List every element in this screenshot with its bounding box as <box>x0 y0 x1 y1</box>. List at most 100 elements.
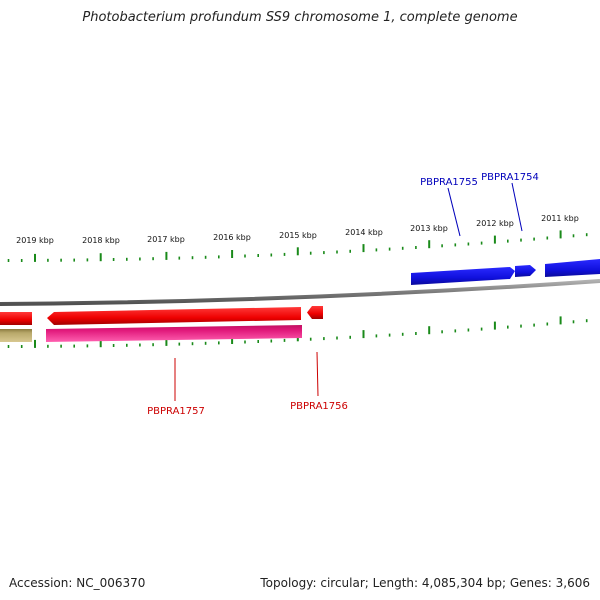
minor-tick <box>244 254 246 258</box>
minor-tick <box>257 254 259 257</box>
minor-tick <box>20 259 23 262</box>
gene-PBPRA1754-arrow[interactable] <box>515 265 536 277</box>
minor-tick <box>244 340 246 344</box>
ruler-label: 2017 kbp <box>147 235 185 244</box>
ruler-label: 2011 kbp <box>541 214 579 223</box>
minor-tick <box>7 345 10 348</box>
gene-label-PBPRA1754[interactable]: PBPRA1754 <box>481 172 539 183</box>
major-tick <box>493 235 496 244</box>
major-tick <box>296 247 299 256</box>
minor-tick <box>415 332 417 335</box>
major-tick <box>362 244 365 253</box>
minor-tick <box>178 256 181 260</box>
minor-tick <box>126 343 128 347</box>
minor-tick <box>388 333 391 337</box>
minor-tick <box>520 324 522 328</box>
minor-tick <box>270 339 273 343</box>
minor-tick <box>401 332 404 336</box>
minor-tick <box>349 249 351 253</box>
ruler-label: 2016 kbp <box>213 233 251 242</box>
chromosome-backbone <box>0 279 600 306</box>
minor-tick <box>139 343 141 347</box>
minor-tick <box>467 328 470 332</box>
minor-tick <box>349 335 351 339</box>
minor-tick <box>336 336 338 340</box>
ruler-label: 2014 kbp <box>345 228 383 237</box>
minor-tick <box>309 251 312 255</box>
major-tick <box>559 316 562 325</box>
major-tick <box>165 337 168 346</box>
minor-tick <box>60 344 62 348</box>
minor-tick <box>204 341 207 345</box>
minor-tick <box>585 233 588 237</box>
minor-tick <box>507 239 509 243</box>
minor-tick <box>546 236 549 240</box>
major-tick <box>99 339 102 348</box>
minor-tick <box>204 255 207 259</box>
major-tick <box>34 339 36 348</box>
minor-tick <box>283 252 286 256</box>
minor-tick <box>47 344 49 348</box>
minor-tick <box>388 247 391 251</box>
outer-ticks <box>7 230 588 262</box>
feature-PBPRA1757[interactable] <box>46 325 302 342</box>
minor-tick <box>73 344 75 348</box>
ruler-label: 2012 kbp <box>476 219 514 228</box>
minor-tick <box>47 258 49 262</box>
minor-tick <box>572 234 575 238</box>
minor-tick <box>375 334 378 338</box>
minor-tick <box>441 330 443 334</box>
minor-tick <box>112 344 115 347</box>
minor-tick <box>533 323 535 327</box>
minor-tick <box>336 250 338 254</box>
minor-tick <box>507 325 509 329</box>
gene-PBPRA1757-arrow[interactable] <box>47 307 301 325</box>
gene-PBPRA1756-arrow[interactable] <box>307 306 323 319</box>
minor-tick <box>257 340 259 343</box>
minor-tick <box>520 238 522 242</box>
minor-tick <box>86 344 89 348</box>
minor-tick <box>533 237 535 241</box>
minor-tick <box>7 259 10 262</box>
major-tick <box>231 336 234 344</box>
gene-labels: PBPRA1755 PBPRA1754 PBPRA1757 PBPRA1756 <box>147 172 539 417</box>
major-tick <box>493 321 496 330</box>
ruler-label: 2015 kbp <box>279 231 317 240</box>
minor-tick <box>178 342 181 346</box>
feature-left-partial[interactable] <box>0 329 32 342</box>
minor-tick <box>283 338 286 342</box>
major-tick <box>165 251 168 260</box>
minor-tick <box>441 244 443 248</box>
gene-left-partial-bar[interactable] <box>0 312 32 325</box>
minor-tick <box>546 322 549 326</box>
minor-tick <box>112 258 115 261</box>
minor-tick <box>152 257 154 261</box>
gene-label-PBPRA1756[interactable]: PBPRA1756 <box>290 401 348 412</box>
leader-line-PBPRA1755 <box>447 187 461 237</box>
minor-tick <box>415 246 417 249</box>
reverse-strand-genes <box>0 306 323 325</box>
major-tick <box>99 253 102 262</box>
leader-line-PBPRA1756 <box>316 351 319 397</box>
minor-tick <box>60 258 62 262</box>
minor-tick <box>20 345 23 348</box>
outer-ruler: 2019 kbp 2018 kbp 2017 kbp 2016 kbp 2015… <box>7 214 588 262</box>
major-tick <box>428 240 431 249</box>
minor-tick <box>454 243 457 247</box>
gene-label-PBPRA1755[interactable]: PBPRA1755 <box>420 177 478 188</box>
minor-tick <box>585 319 588 323</box>
minor-tick <box>152 343 154 347</box>
gene-PBPRA1755-arrow[interactable] <box>411 267 515 285</box>
minor-tick <box>480 241 483 245</box>
minor-tick <box>375 248 378 252</box>
minor-tick <box>86 258 89 262</box>
gene-label-PBPRA1757[interactable]: PBPRA1757 <box>147 406 205 417</box>
accession-text: Accession: NC_006370 <box>9 576 146 590</box>
ruler-label: 2018 kbp <box>82 236 120 245</box>
minor-tick <box>139 257 141 261</box>
leader-line-PBPRA1754 <box>511 182 523 232</box>
gene-next-forward-arrow[interactable] <box>545 259 600 277</box>
minor-tick <box>467 242 470 246</box>
